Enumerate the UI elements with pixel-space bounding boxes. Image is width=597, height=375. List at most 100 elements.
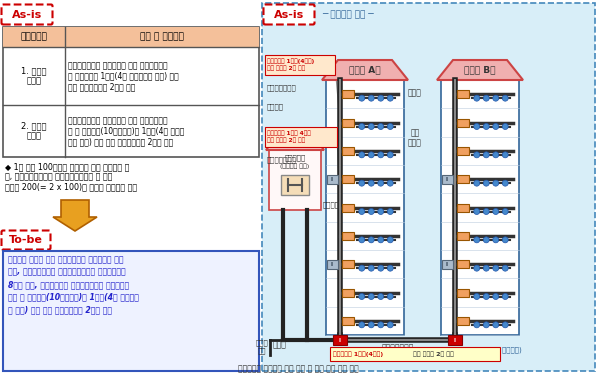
Circle shape bbox=[368, 209, 374, 214]
Text: 단위세대당 1회선(4쌍어): 단위세대당 1회선(4쌍어) bbox=[267, 58, 314, 64]
Text: 아파트 B동: 아파트 B동 bbox=[464, 66, 496, 75]
Circle shape bbox=[387, 123, 393, 129]
Circle shape bbox=[474, 265, 480, 271]
Bar bbox=[457, 288, 469, 297]
Bar bbox=[457, 147, 469, 155]
Text: 분배점: 분배점 bbox=[273, 340, 287, 350]
Circle shape bbox=[368, 322, 374, 328]
Circle shape bbox=[502, 95, 508, 101]
Text: 단위세대당 1회선 4쌍어: 단위세대당 1회선 4쌍어 bbox=[267, 130, 311, 136]
Circle shape bbox=[493, 294, 498, 300]
Circle shape bbox=[483, 95, 490, 101]
Text: 국선단자함에서 세대단자함 또는 인출구구간까
지 단위세대당 1회선(4쌍 꼬임케이블 기준) 이상
또는 광섬유케이블 2코아 이상: 국선단자함에서 세대단자함 또는 인출구구간까 지 단위세대당 1회선(4쌍 꼬… bbox=[68, 61, 179, 91]
Circle shape bbox=[502, 265, 508, 271]
Bar bbox=[330, 347, 500, 361]
Bar bbox=[342, 118, 354, 126]
Circle shape bbox=[359, 209, 365, 214]
Text: 사업지
국선: 사업지 국선 bbox=[256, 340, 268, 354]
Text: II: II bbox=[331, 177, 334, 182]
Circle shape bbox=[378, 123, 384, 129]
Text: II: II bbox=[446, 177, 449, 182]
Bar bbox=[269, 150, 321, 210]
Circle shape bbox=[387, 95, 393, 101]
FancyBboxPatch shape bbox=[2, 231, 51, 249]
Bar bbox=[342, 260, 354, 268]
Bar bbox=[457, 90, 469, 98]
Text: 건물간선케이블: 건물간선케이블 bbox=[267, 157, 297, 163]
Text: 아파트 A동: 아파트 A동 bbox=[349, 66, 381, 75]
Bar bbox=[342, 204, 354, 212]
Circle shape bbox=[378, 180, 384, 186]
Circle shape bbox=[368, 152, 374, 158]
Bar bbox=[326, 80, 404, 335]
Circle shape bbox=[359, 265, 365, 271]
Text: II: II bbox=[338, 338, 341, 342]
Bar bbox=[265, 127, 337, 147]
Circle shape bbox=[483, 322, 490, 328]
Circle shape bbox=[387, 294, 393, 300]
FancyBboxPatch shape bbox=[263, 4, 315, 24]
Text: ◆ 1개 동에 100세대가 구성되어 있는 아파트의 경
우, 집중구내통신실의 주배선반으로부터 통 단자
함까지 200(= 2 x 100)개 이상의 : ◆ 1개 동에 100세대가 구성되어 있는 아파트의 경 우, 집중구내통신실… bbox=[5, 162, 137, 192]
Text: As-is: As-is bbox=[274, 9, 304, 20]
Circle shape bbox=[474, 294, 480, 300]
Circle shape bbox=[502, 237, 508, 243]
Bar bbox=[265, 55, 335, 75]
Circle shape bbox=[483, 152, 490, 158]
Circle shape bbox=[483, 123, 490, 129]
Circle shape bbox=[378, 95, 384, 101]
Circle shape bbox=[387, 265, 393, 271]
Bar bbox=[457, 260, 469, 268]
Text: II: II bbox=[331, 262, 334, 267]
FancyBboxPatch shape bbox=[2, 4, 53, 24]
Circle shape bbox=[502, 322, 508, 328]
Bar bbox=[442, 175, 453, 184]
Bar bbox=[342, 90, 354, 98]
Circle shape bbox=[378, 209, 384, 214]
Bar bbox=[457, 204, 469, 212]
Bar bbox=[333, 335, 347, 345]
Circle shape bbox=[368, 180, 374, 186]
Bar bbox=[342, 232, 354, 240]
Bar bbox=[448, 335, 462, 345]
Polygon shape bbox=[322, 60, 408, 80]
Text: 관리동: 관리동 bbox=[287, 138, 303, 147]
Circle shape bbox=[502, 152, 508, 158]
Bar bbox=[457, 317, 469, 325]
Text: 수평배선케이블: 수평배선케이블 bbox=[267, 85, 297, 91]
Polygon shape bbox=[266, 136, 324, 150]
Text: As-is: As-is bbox=[12, 9, 42, 20]
Circle shape bbox=[359, 152, 365, 158]
Bar bbox=[342, 288, 354, 297]
Bar bbox=[342, 147, 354, 155]
Bar bbox=[442, 260, 453, 268]
Circle shape bbox=[474, 322, 480, 328]
Circle shape bbox=[493, 237, 498, 243]
Text: 또는 광코아 2개 이상: 또는 광코아 2개 이상 bbox=[267, 65, 305, 71]
Text: 또는 광코아 2개 이상: 또는 광코아 2개 이상 bbox=[411, 351, 454, 357]
Bar bbox=[3, 251, 259, 371]
Circle shape bbox=[474, 123, 480, 129]
Circle shape bbox=[483, 265, 490, 271]
Bar bbox=[3, 27, 259, 47]
Text: 국선단자함: 국선단자함 bbox=[284, 155, 306, 161]
Text: 인출구: 인출구 bbox=[408, 88, 422, 98]
Circle shape bbox=[378, 322, 384, 328]
Circle shape bbox=[502, 294, 508, 300]
Circle shape bbox=[474, 152, 480, 158]
Circle shape bbox=[493, 322, 498, 328]
Circle shape bbox=[378, 152, 384, 158]
Circle shape bbox=[493, 265, 498, 271]
Bar bbox=[342, 175, 354, 183]
Circle shape bbox=[493, 123, 498, 129]
Circle shape bbox=[483, 209, 490, 214]
Text: 대상건축물: 대상건축물 bbox=[20, 33, 47, 42]
Bar bbox=[281, 175, 309, 195]
Circle shape bbox=[493, 152, 498, 158]
Text: (회선루배 접속): (회선루배 접속) bbox=[281, 163, 310, 169]
Circle shape bbox=[502, 209, 508, 214]
Circle shape bbox=[359, 322, 365, 328]
Circle shape bbox=[359, 294, 365, 300]
Circle shape bbox=[359, 123, 365, 129]
Text: 1. 주거용
건축물: 1. 주거용 건축물 bbox=[21, 66, 47, 86]
Circle shape bbox=[368, 95, 374, 101]
